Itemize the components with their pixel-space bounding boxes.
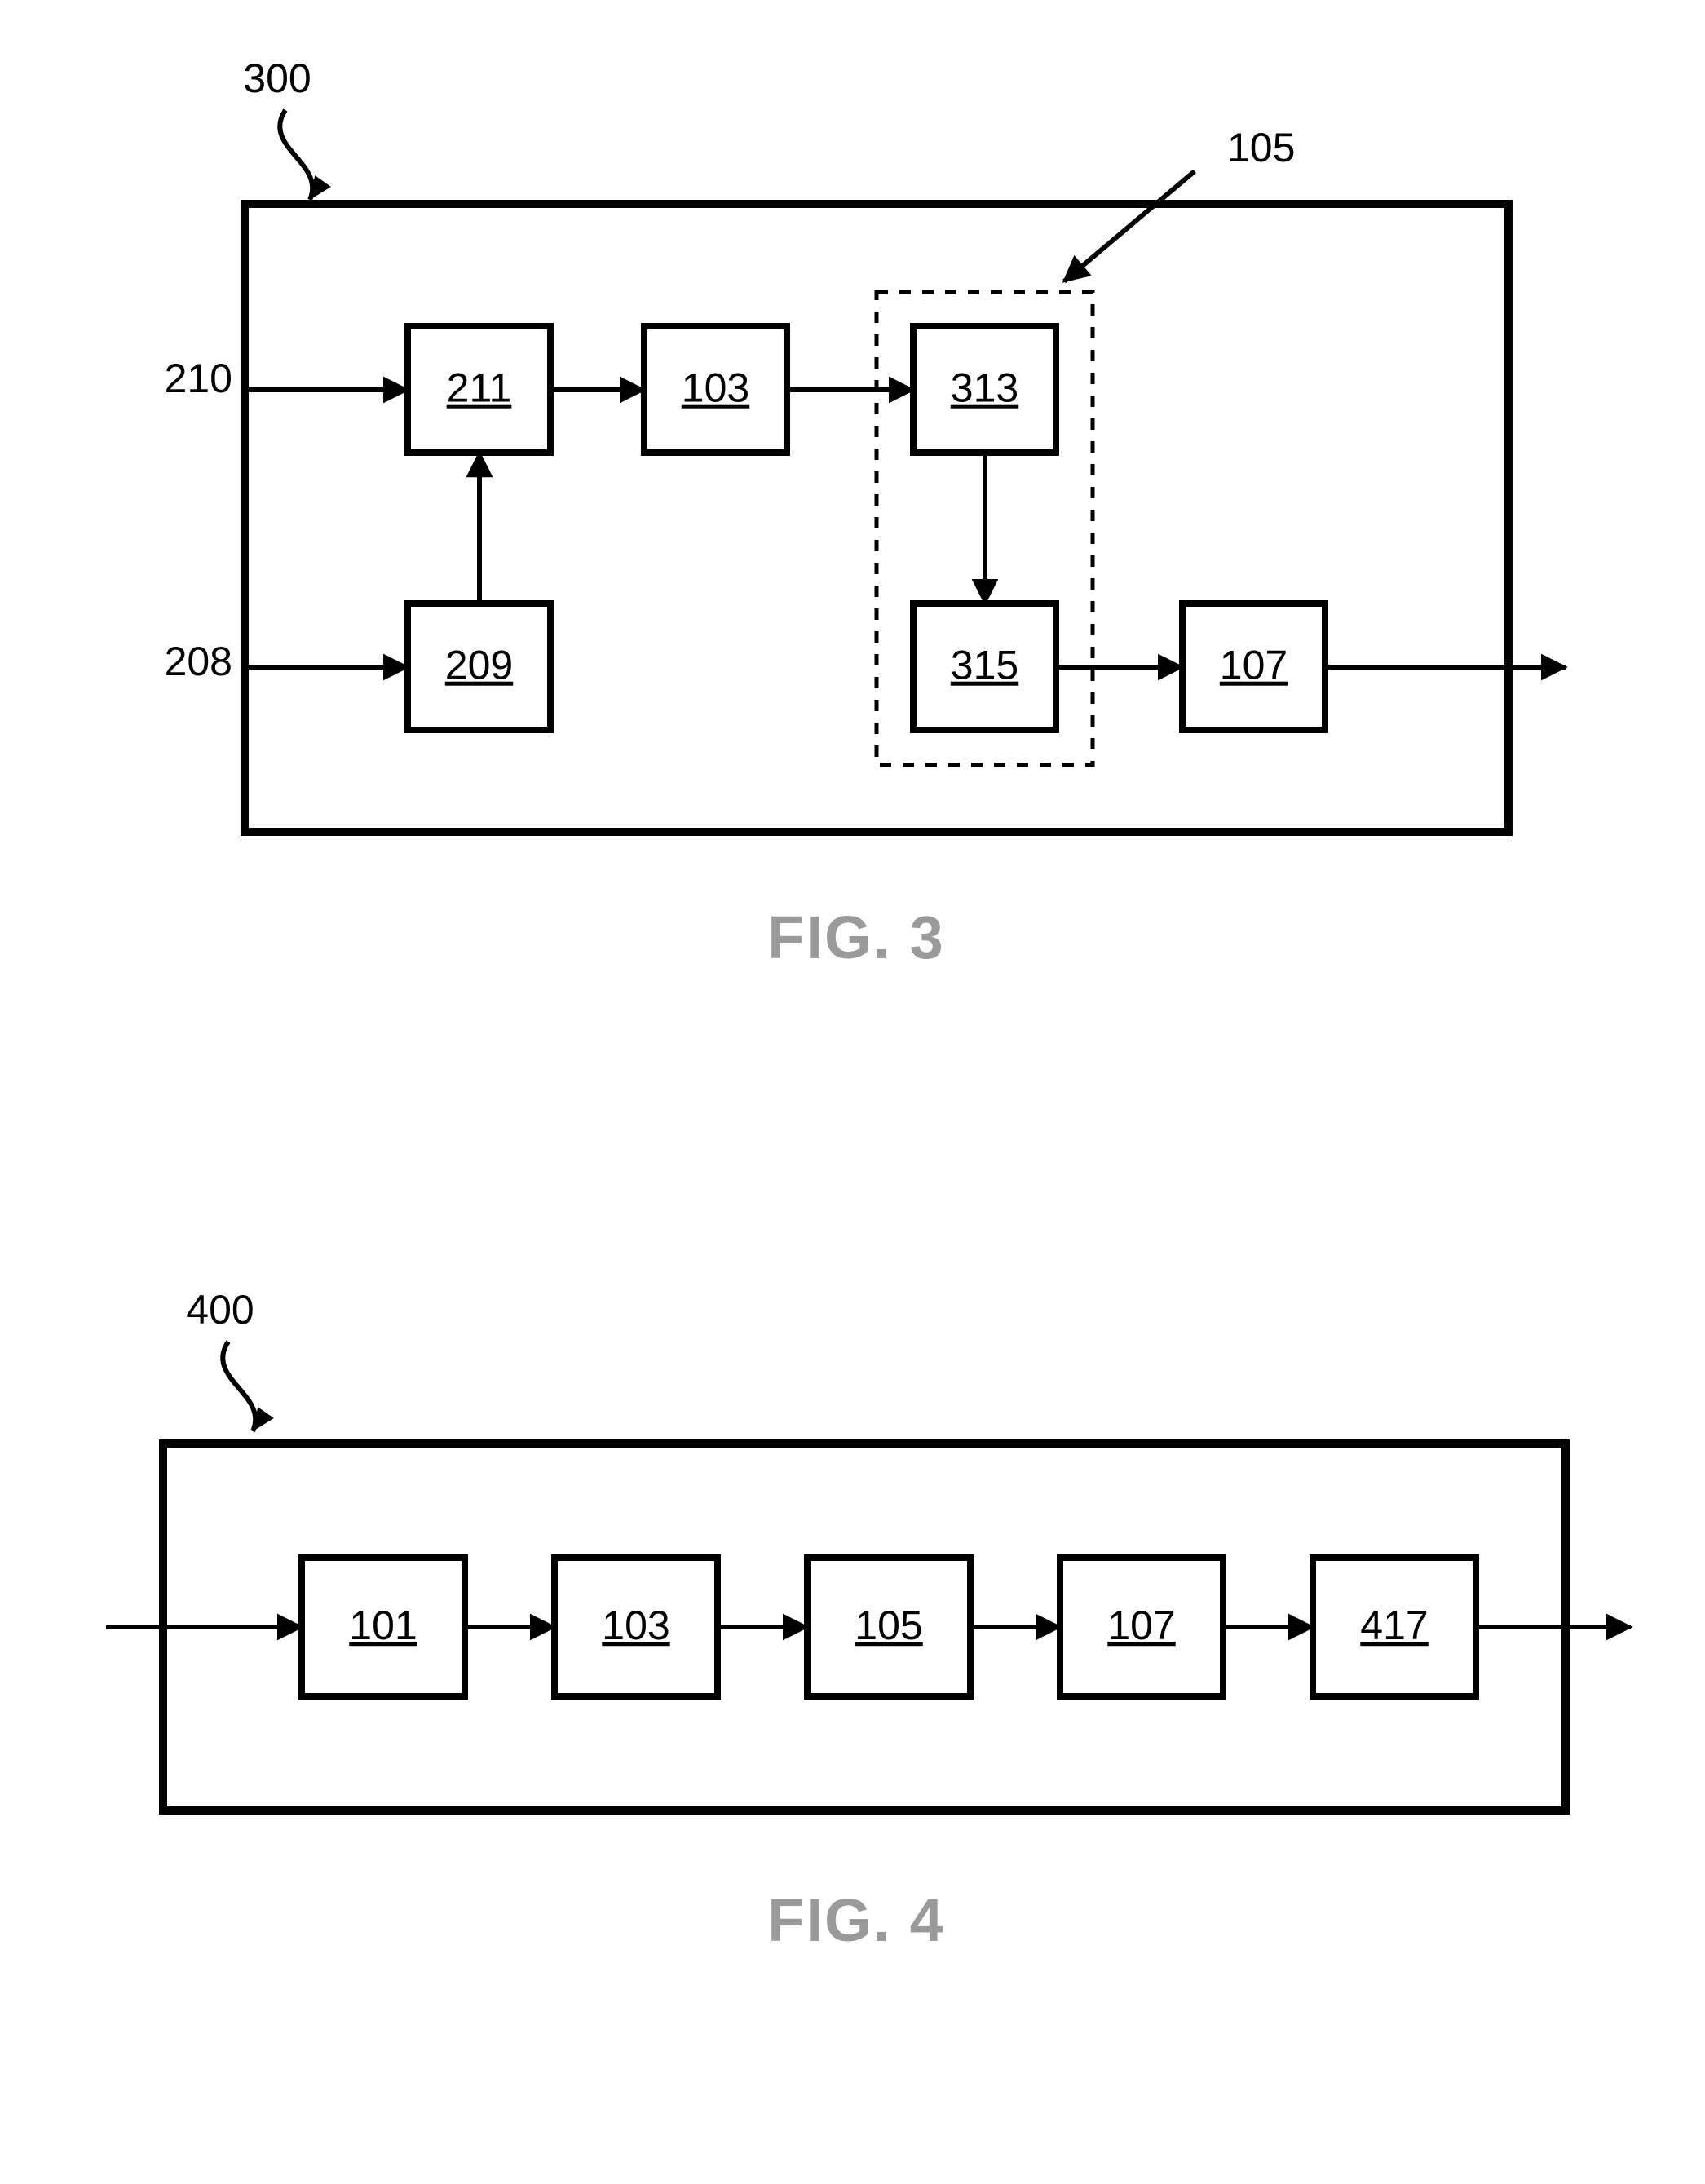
- svg-text:400: 400: [186, 1287, 254, 1333]
- svg-text:209: 209: [445, 643, 513, 688]
- svg-text:417: 417: [1360, 1603, 1428, 1648]
- svg-text:210: 210: [165, 356, 232, 401]
- svg-text:208: 208: [165, 639, 232, 684]
- svg-text:103: 103: [602, 1603, 669, 1648]
- svg-text:315: 315: [951, 643, 1018, 688]
- svg-text:107: 107: [1220, 643, 1288, 688]
- svg-text:101: 101: [349, 1603, 417, 1648]
- svg-text:105: 105: [1227, 125, 1295, 170]
- svg-text:103: 103: [682, 365, 749, 411]
- svg-text:313: 313: [951, 365, 1018, 411]
- svg-text:107: 107: [1107, 1603, 1175, 1648]
- svg-text:FIG. 4: FIG. 4: [767, 1886, 945, 1954]
- svg-text:211: 211: [447, 365, 512, 411]
- svg-text:FIG. 3: FIG. 3: [767, 904, 945, 971]
- svg-text:105: 105: [855, 1603, 922, 1648]
- svg-text:300: 300: [243, 55, 311, 101]
